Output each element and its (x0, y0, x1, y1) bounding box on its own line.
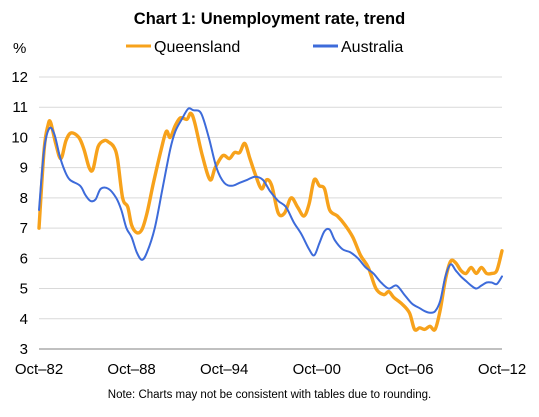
y-tick-label: 11 (12, 99, 28, 116)
x-tick-label: Oct–88 (107, 361, 155, 378)
legend-label-queensland: Queensland (154, 39, 240, 56)
legend-label-australia: Australia (341, 39, 403, 56)
x-tick-label: Oct–82 (15, 361, 63, 378)
x-tick-label: Oct–12 (478, 361, 526, 378)
y-tick-label: 10 (11, 129, 28, 146)
y-axis-unit-label: % (13, 40, 26, 57)
series-line-queensland (37, 111, 504, 332)
y-tick-label: 6 (20, 250, 28, 267)
series-line-australia (38, 107, 503, 314)
x-tick-label: Oct–00 (293, 361, 341, 378)
y-tick-label: 9 (20, 160, 28, 177)
x-tick-label: Oct–06 (385, 361, 433, 378)
y-axis-ticks: 3 4 5 6 7 8 9 10 11 12 (11, 69, 28, 358)
legend: Queensland Australia (126, 39, 403, 56)
y-tick-label: 7 (20, 220, 28, 237)
gridlines (39, 76, 502, 350)
y-tick-label: 5 (20, 281, 28, 298)
y-tick-label: 12 (11, 69, 28, 86)
y-tick-label: 8 (20, 190, 28, 207)
y-tick-label: 3 (20, 341, 28, 358)
series-lines (37, 107, 504, 332)
y-tick-label: 4 (20, 311, 28, 328)
chart-title: Chart 1: Unemployment rate, trend (134, 10, 405, 28)
x-axis-ticks: Oct–82 Oct–88 Oct–94 Oct–00 Oct–06 Oct–12 (15, 361, 526, 378)
x-tick-label: Oct–94 (200, 361, 248, 378)
footnote: Note: Charts may not be consistent with … (108, 389, 431, 401)
